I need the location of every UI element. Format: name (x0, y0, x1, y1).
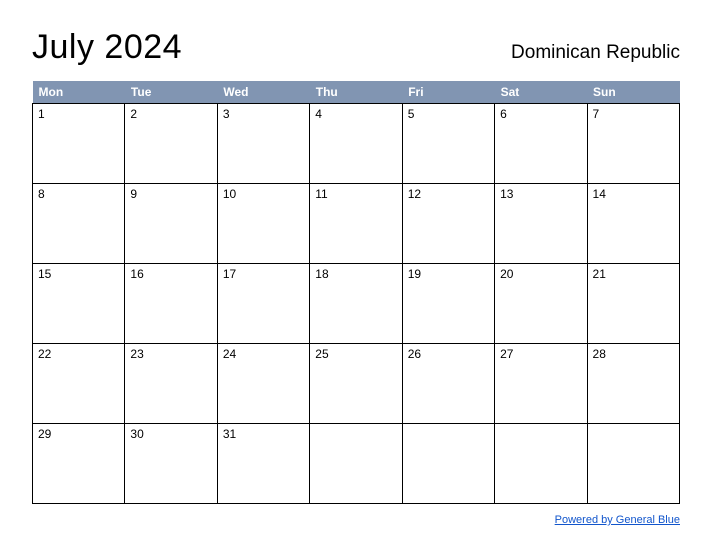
day-header: Mon (33, 81, 125, 104)
calendar-day-cell: 19 (402, 264, 494, 344)
day-header: Fri (402, 81, 494, 104)
calendar-table: Mon Tue Wed Thu Fri Sat Sun 1 2 3 4 5 6 … (32, 81, 680, 504)
day-header: Tue (125, 81, 217, 104)
calendar-day-cell: 18 (310, 264, 402, 344)
calendar-day-cell: 8 (33, 184, 125, 264)
calendar-day-cell: 7 (587, 104, 679, 184)
powered-by-link[interactable]: Powered by General Blue (555, 514, 680, 526)
calendar-day-cell: 24 (217, 344, 309, 424)
calendar-day-cell: 17 (217, 264, 309, 344)
calendar-week-row: 29 30 31 (33, 424, 680, 504)
calendar-day-cell: 31 (217, 424, 309, 504)
calendar-day-cell: 3 (217, 104, 309, 184)
day-header-row: Mon Tue Wed Thu Fri Sat Sun (33, 81, 680, 104)
calendar-day-cell: 15 (33, 264, 125, 344)
calendar-week-row: 8 9 10 11 12 13 14 (33, 184, 680, 264)
calendar-day-cell: 16 (125, 264, 217, 344)
calendar-day-cell: 11 (310, 184, 402, 264)
calendar-day-cell: 29 (33, 424, 125, 504)
calendar-day-cell: 5 (402, 104, 494, 184)
calendar-day-cell-empty (310, 424, 402, 504)
calendar-day-cell: 2 (125, 104, 217, 184)
calendar-day-cell: 20 (495, 264, 587, 344)
day-header: Sat (495, 81, 587, 104)
calendar-day-cell: 25 (310, 344, 402, 424)
calendar-day-cell: 27 (495, 344, 587, 424)
calendar-day-cell: 23 (125, 344, 217, 424)
calendar-day-cell: 1 (33, 104, 125, 184)
calendar-day-cell: 21 (587, 264, 679, 344)
calendar-day-cell: 13 (495, 184, 587, 264)
calendar-day-cell: 28 (587, 344, 679, 424)
page-title: July 2024 (32, 28, 182, 67)
calendar-day-cell: 22 (33, 344, 125, 424)
calendar-day-cell-empty (495, 424, 587, 504)
footer: Powered by General Blue (32, 510, 680, 528)
page-subtitle: Dominican Republic (511, 42, 680, 64)
calendar-day-cell: 9 (125, 184, 217, 264)
calendar-day-cell: 14 (587, 184, 679, 264)
day-header: Thu (310, 81, 402, 104)
calendar-day-cell: 26 (402, 344, 494, 424)
day-header: Sun (587, 81, 679, 104)
day-header: Wed (217, 81, 309, 104)
calendar-day-cell-empty (402, 424, 494, 504)
calendar-day-cell: 10 (217, 184, 309, 264)
calendar-day-cell: 6 (495, 104, 587, 184)
calendar-week-row: 22 23 24 25 26 27 28 (33, 344, 680, 424)
calendar-header: July 2024 Dominican Republic (32, 28, 680, 67)
calendar-day-cell-empty (587, 424, 679, 504)
calendar-day-cell: 30 (125, 424, 217, 504)
calendar-day-cell: 12 (402, 184, 494, 264)
calendar-day-cell: 4 (310, 104, 402, 184)
calendar-week-row: 15 16 17 18 19 20 21 (33, 264, 680, 344)
calendar-week-row: 1 2 3 4 5 6 7 (33, 104, 680, 184)
